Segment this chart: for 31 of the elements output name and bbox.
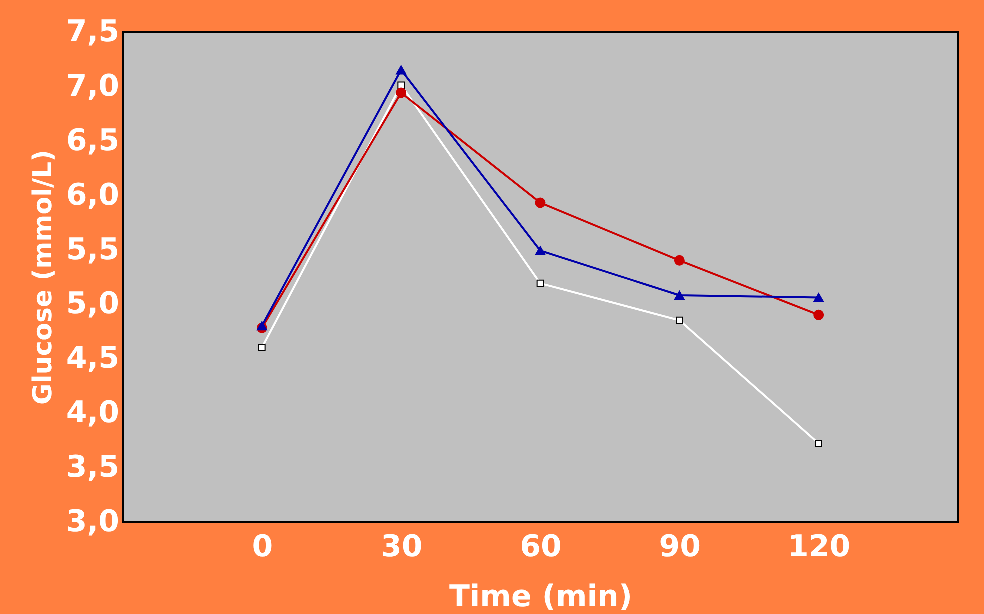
y-tick-label: 3,5 — [66, 450, 120, 486]
point — [256, 321, 268, 331]
x-tick-label: 60 — [520, 530, 562, 564]
x-tick-label: 30 — [380, 530, 423, 564]
point — [815, 440, 822, 448]
y-tick-label: 6,5 — [66, 123, 120, 158]
point — [396, 66, 407, 75]
y-tick-label: 6,0 — [66, 178, 120, 213]
point — [535, 246, 546, 256]
y-tick-label: 7,0 — [66, 68, 120, 104]
point — [258, 344, 266, 352]
point — [396, 88, 407, 98]
y-axis-title: Glucose (mmol/L) — [28, 150, 58, 405]
y-tick-label: 3,0 — [66, 504, 120, 540]
point — [536, 280, 544, 288]
x-tick-label: 0 — [252, 530, 274, 564]
point — [814, 293, 824, 302]
x-tick-label: 90 — [659, 530, 702, 564]
y-tick-label: 7,5 — [66, 14, 120, 50]
point — [674, 290, 685, 300]
y-tick-label: 4,0 — [66, 396, 120, 431]
x-axis-title: Time (min) — [449, 580, 633, 614]
point — [676, 316, 684, 324]
y-tick-label: 4,5 — [66, 341, 120, 376]
point — [535, 198, 546, 208]
point — [814, 310, 824, 320]
y-tick-label: 5,0 — [66, 286, 120, 322]
x-tick-label: 120 — [788, 530, 851, 564]
y-tick-label: 5,5 — [66, 232, 120, 268]
point — [398, 82, 405, 90]
point — [674, 255, 685, 266]
